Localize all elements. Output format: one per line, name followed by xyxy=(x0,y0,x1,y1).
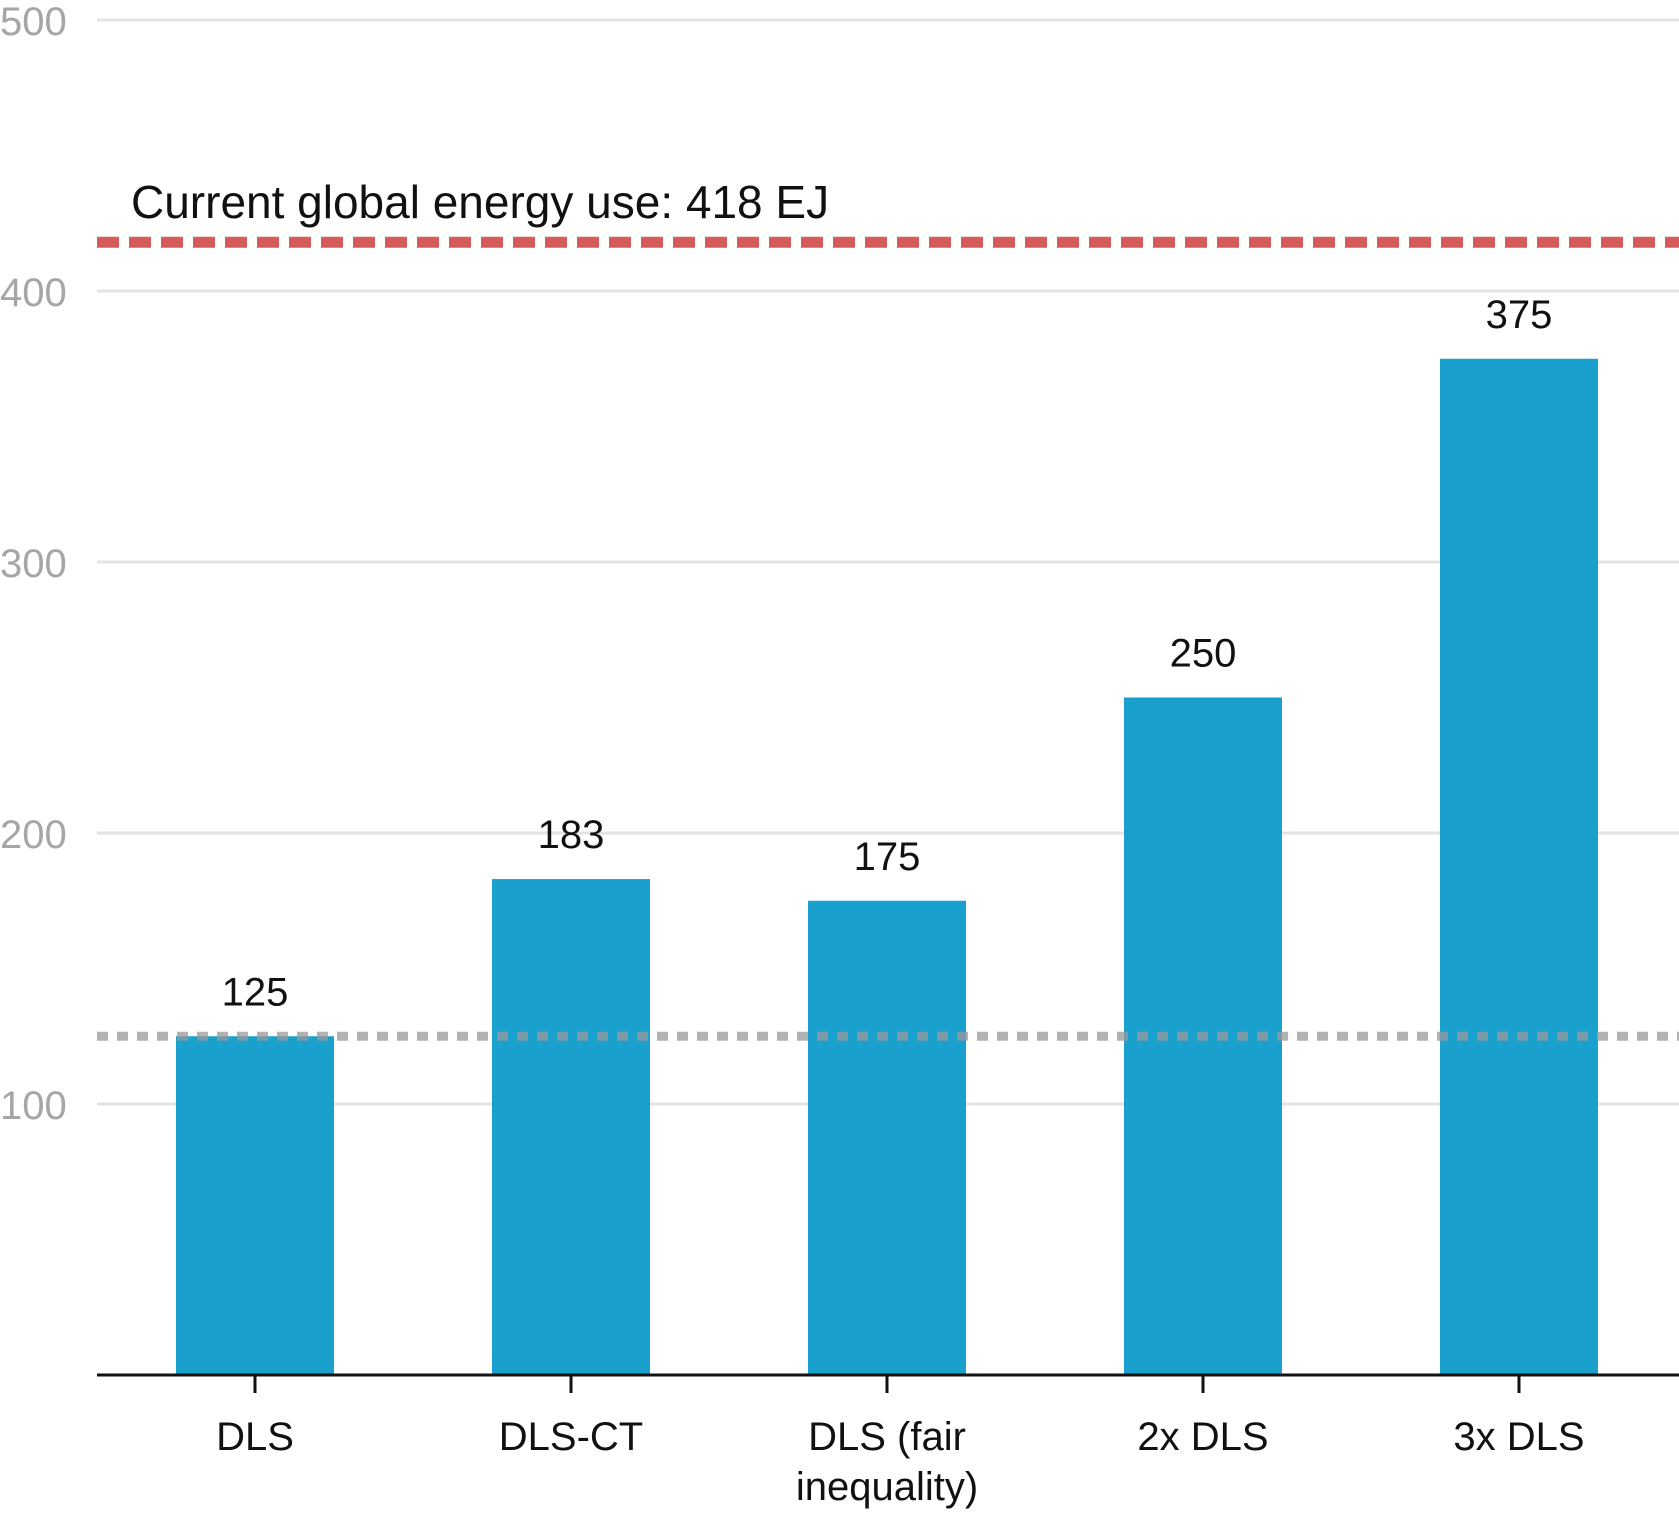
data-label: 183 xyxy=(538,813,605,857)
data-label: 250 xyxy=(1170,632,1237,676)
bar xyxy=(808,900,966,1375)
labels: 100 200 300 400 500 Current global energy use… xyxy=(0,0,1585,1509)
reference-lines xyxy=(97,236,1679,1041)
x-tick-label: 2x DLS xyxy=(1137,1415,1268,1459)
bar xyxy=(176,1036,334,1375)
y-tick-label: 400 xyxy=(0,271,67,315)
gridlines xyxy=(97,18,1679,1106)
data-label: 125 xyxy=(222,970,289,1014)
x-tick-label: DLS (fair xyxy=(808,1415,966,1459)
bar xyxy=(492,879,650,1375)
data-label: 175 xyxy=(854,835,921,879)
y-tick-label: 300 xyxy=(0,542,67,586)
y-tick-label: 500 xyxy=(0,0,67,44)
x-tick-label: 3x DLS xyxy=(1453,1415,1584,1459)
data-label: 375 xyxy=(1486,293,1553,337)
y-tick-label: 200 xyxy=(0,813,67,857)
x-tick-label: DLS-CT xyxy=(499,1415,643,1459)
x-tick-label: DLS xyxy=(216,1415,294,1459)
bars xyxy=(176,358,1598,1375)
y-tick-label: 100 xyxy=(0,1084,67,1128)
bar xyxy=(1440,358,1598,1375)
x-axis xyxy=(97,1373,1679,1393)
reference-line-label: Current global energy use: 418 EJ xyxy=(131,176,829,228)
x-tick-label: inequality) xyxy=(796,1465,978,1509)
